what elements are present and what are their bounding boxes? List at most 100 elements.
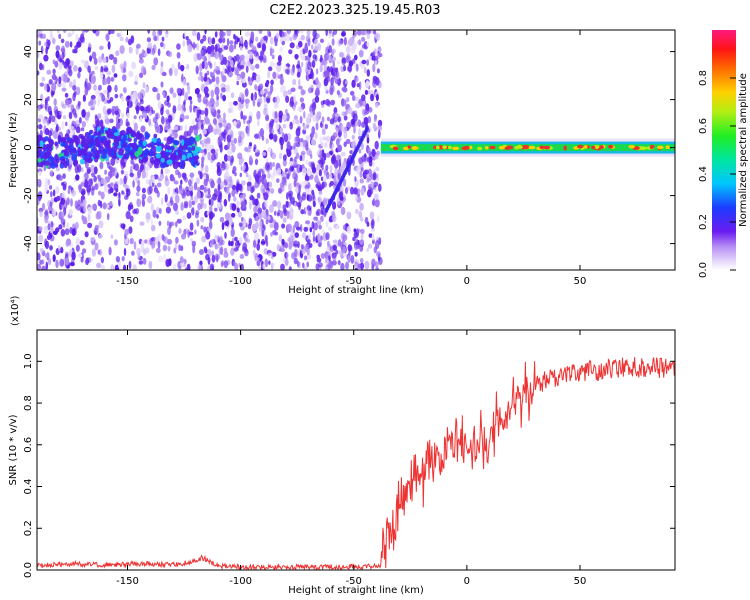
heatmap-noise-cell — [141, 49, 145, 57]
heatmap-noise-cell — [121, 190, 124, 195]
signal-track-peak — [489, 145, 496, 150]
heatmap-noise-cell — [126, 95, 131, 100]
heatmap-noise-cell — [118, 118, 121, 123]
heatmap-noise-cell — [56, 195, 61, 202]
signal-track-peak — [477, 146, 483, 151]
heatmap-noise-cell — [298, 106, 303, 113]
heatmap-noise-cell — [208, 101, 212, 108]
heatmap-noise-cell — [224, 163, 229, 171]
heatmap-noise-cell — [304, 244, 309, 252]
heatmap-noise-cell — [234, 236, 238, 242]
heatmap-noise-cell — [178, 188, 184, 195]
heatmap-noise-cell — [231, 143, 236, 153]
signal-track-peak — [392, 146, 399, 151]
heatmap-noise-cell — [141, 193, 147, 200]
heatmap-noise-cell — [61, 81, 66, 88]
heatmap-noise-cell — [77, 164, 82, 173]
heatmap-noise-cell — [328, 45, 333, 54]
heatmap-noise-cell — [292, 79, 297, 86]
heatmap-noise-cell — [304, 55, 308, 61]
heatmap-noise-cell — [97, 199, 101, 207]
heatmap-noise-cell — [133, 241, 137, 250]
heatmap-noise-cell — [37, 252, 41, 261]
heatmap-noise-cell — [297, 163, 301, 169]
heatmap-noise-cell — [103, 77, 108, 85]
heatmap-noise-cell — [91, 248, 97, 257]
heatmap-noise-cell — [91, 51, 97, 60]
heatmap-noise-cell — [329, 245, 334, 253]
heatmap-noise-cell — [167, 123, 171, 129]
heatmap-noise-cell — [306, 239, 311, 244]
heatmap-noise-cell — [215, 69, 221, 75]
heatmap-noise-cell — [63, 74, 68, 83]
heatmap-noise-cell — [140, 125, 146, 133]
heatmap-noise-cell — [167, 245, 171, 252]
signal-track-peak — [433, 145, 437, 150]
heatmap-noise-cell — [281, 238, 285, 246]
heatmap-noise-cell — [150, 218, 153, 226]
heatmap-noise-cell — [223, 260, 228, 269]
heatmap-noise-cell — [315, 68, 319, 75]
heatmap-noise-cell — [358, 210, 363, 218]
heatmap-noise-cell — [90, 258, 94, 263]
heatmap-noise-cell — [90, 97, 94, 106]
heatmap-noise-cell — [145, 178, 149, 185]
heatmap-band-cell — [155, 152, 161, 159]
colorbar-tick-label: 0.6 — [698, 118, 709, 134]
heatmap-band-cell — [146, 143, 153, 148]
heatmap-noise-cell — [245, 148, 251, 153]
heatmap-noise-cell — [154, 184, 157, 189]
heatmap-noise-cell — [216, 109, 221, 115]
heatmap-noise-cell — [301, 167, 307, 177]
heatmap-noise-cell — [237, 60, 241, 69]
heatmap-noise-cell — [211, 250, 214, 256]
heatmap-noise-cell — [186, 63, 190, 70]
heatmap-noise-cell — [110, 157, 116, 166]
heatmap-noise-cell — [318, 169, 322, 177]
heatmap-noise-cell — [176, 43, 181, 50]
heatmap-noise-cell — [52, 254, 56, 262]
heatmap-noise-cell — [246, 129, 250, 137]
heatmap-noise-cell — [274, 62, 277, 69]
heatmap-noise-cell — [93, 166, 98, 175]
heatmap-noise-cell — [253, 239, 257, 248]
heatmap-noise-cell — [241, 201, 246, 209]
heatmap-noise-cell — [87, 65, 91, 73]
heatmap-noise-cell — [174, 242, 178, 251]
spectrogram-xtick-label: -50 — [346, 276, 362, 287]
heatmap-noise-cell — [257, 213, 262, 220]
heatmap-noise-cell — [317, 179, 320, 186]
heatmap-noise-cell — [165, 33, 169, 38]
heatmap-noise-cell — [98, 210, 102, 220]
signal-track-peak — [412, 146, 417, 150]
heatmap-noise-cell — [376, 68, 380, 74]
heatmap-noise-cell — [223, 251, 229, 258]
heatmap-noise-cell — [265, 138, 269, 144]
heatmap-noise-cell — [374, 48, 377, 55]
heatmap-noise-cell — [76, 41, 82, 48]
heatmap-noise-cell — [278, 152, 283, 160]
heatmap-noise-cell — [72, 108, 77, 115]
heatmap-noise-cell — [357, 263, 361, 270]
heatmap-noise-cell — [252, 197, 256, 205]
heatmap-noise-cell — [62, 173, 66, 180]
heatmap-noise-cell — [248, 77, 253, 86]
heatmap-noise-cell — [242, 163, 246, 171]
heatmap-noise-cell — [309, 227, 313, 233]
heatmap-noise-cell — [61, 51, 65, 60]
heatmap-noise-cell — [185, 189, 191, 197]
heatmap-noise-cell — [137, 169, 141, 176]
heatmap-noise-cell — [364, 169, 369, 175]
heatmap-noise-cell — [272, 133, 278, 142]
heatmap-noise-cell — [49, 169, 54, 177]
heatmap-noise-cell — [265, 114, 270, 122]
heatmap-noise-cell — [261, 135, 265, 141]
heatmap-noise-cell — [214, 44, 218, 53]
heatmap-noise-cell — [336, 60, 341, 65]
heatmap-noise-cell — [302, 139, 306, 148]
heatmap-noise-cell — [196, 93, 202, 99]
heatmap-noise-cell — [212, 37, 215, 43]
heatmap-noise-cell — [60, 246, 64, 253]
heatmap-noise-cell — [312, 113, 317, 122]
heatmap-noise-cell — [305, 220, 311, 225]
